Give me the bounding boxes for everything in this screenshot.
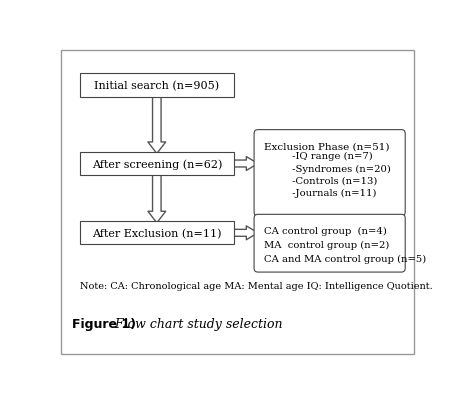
Text: After screening (n=62): After screening (n=62) [91,159,221,169]
Text: After Exclusion (n=11): After Exclusion (n=11) [92,228,221,238]
Text: Note: CA: Chronological age MA: Mental age IQ: Intelligence Quotient.: Note: CA: Chronological age MA: Mental a… [80,282,432,291]
Text: Initial search (n=905): Initial search (n=905) [94,81,219,91]
FancyBboxPatch shape [80,222,233,245]
Text: Figure 1): Figure 1) [72,317,136,330]
Text: Flow chart study selection: Flow chart study selection [111,317,282,330]
Polygon shape [148,96,165,154]
Text: -IQ range (n=7): -IQ range (n=7) [263,152,372,161]
FancyBboxPatch shape [80,152,233,176]
Polygon shape [232,157,257,171]
Text: -Controls (n=13): -Controls (n=13) [263,176,377,185]
FancyBboxPatch shape [80,74,233,97]
Text: MA  control group (n=2): MA control group (n=2) [263,240,388,249]
FancyBboxPatch shape [254,215,404,272]
FancyBboxPatch shape [254,130,404,216]
Polygon shape [232,226,257,240]
Text: CA and MA control group (n=5): CA and MA control group (n=5) [263,254,425,263]
Text: -Journals (n=11): -Journals (n=11) [263,189,376,198]
FancyBboxPatch shape [61,51,413,354]
Text: -Syndromes (n=20): -Syndromes (n=20) [263,164,390,173]
Polygon shape [148,174,165,223]
Text: Exclusion Phase (n=51): Exclusion Phase (n=51) [263,142,389,151]
Text: CA control group  (n=4): CA control group (n=4) [263,226,386,235]
